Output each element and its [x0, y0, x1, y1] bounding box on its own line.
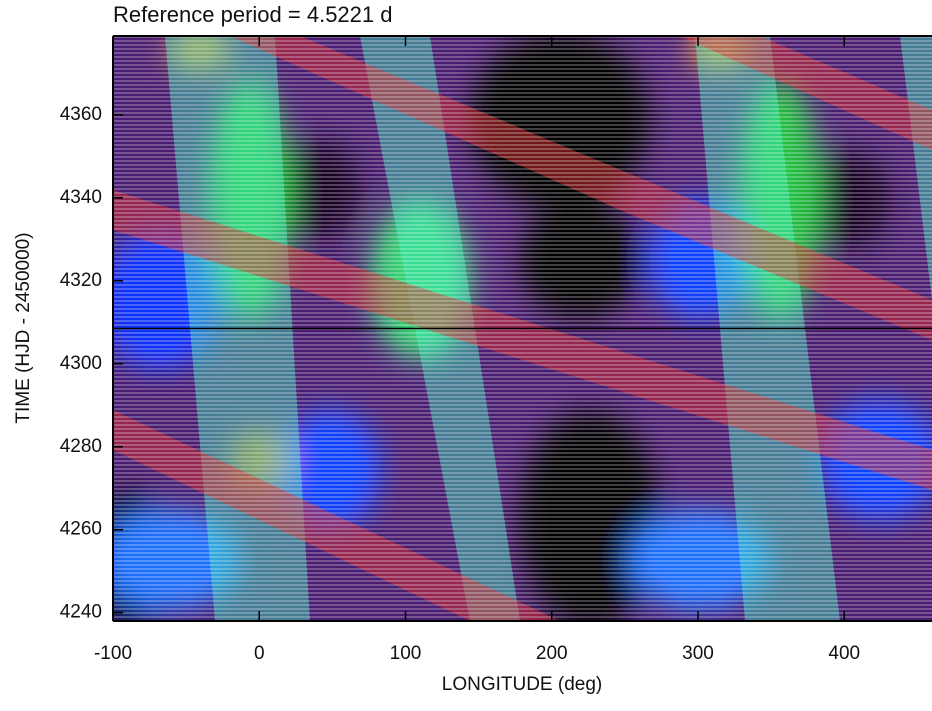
x-tick-label: 200 — [536, 643, 568, 664]
x-tick-label: 0 — [254, 643, 265, 664]
x-axis-label: LONGITUDE (deg) — [442, 674, 602, 695]
x-tick-label: 400 — [828, 643, 860, 664]
x-tick-label: -100 — [94, 643, 132, 664]
x-tick-label: 100 — [390, 643, 422, 664]
y-tick-label: 4360 — [60, 104, 102, 125]
y-tick-label: 4240 — [60, 602, 102, 623]
y-tick-label: 4260 — [60, 519, 102, 540]
chart-title: Reference period = 4.5221 d — [113, 2, 392, 27]
axes: -100 0 100 200 300 400 4240 4260 4280 4300 4320 434… — [60, 36, 932, 664]
x-tick-label: 300 — [682, 643, 714, 664]
y-tick-label: 4280 — [60, 436, 102, 457]
y-axis-label: TIME (HJD - 2450000) — [13, 232, 34, 423]
contour-map — [113, 36, 932, 621]
y-tick-label: 4300 — [60, 353, 102, 374]
y-tick-label: 4320 — [60, 270, 102, 291]
y-tick-label: 4340 — [60, 187, 102, 208]
